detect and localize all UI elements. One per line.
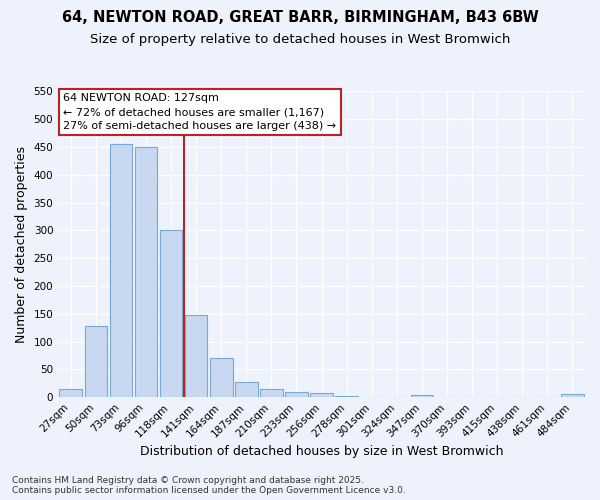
Bar	[210, 358, 233, 397]
Title: 64, NEWTON ROAD, GREAT BARR, BIRMINGHAM, B43 6BW
Size of property relative to de: 64, NEWTON ROAD, GREAT BARR, BIRMINGHAM,…	[0, 499, 1, 500]
Bar	[59, 390, 82, 397]
Bar	[85, 326, 107, 397]
Text: 64, NEWTON ROAD, GREAT BARR, BIRMINGHAM, B43 6BW: 64, NEWTON ROAD, GREAT BARR, BIRMINGHAM,…	[62, 10, 538, 25]
X-axis label: Distribution of detached houses by size in West Bromwich: Distribution of detached houses by size …	[140, 444, 503, 458]
Bar	[410, 395, 433, 397]
Bar	[235, 382, 257, 397]
Y-axis label: Number of detached properties: Number of detached properties	[15, 146, 28, 343]
Text: Size of property relative to detached houses in West Bromwich: Size of property relative to detached ho…	[90, 32, 510, 46]
Bar	[561, 394, 584, 397]
Bar	[160, 230, 182, 397]
Bar	[110, 144, 132, 397]
Bar	[260, 390, 283, 397]
Text: 64 NEWTON ROAD: 127sqm
← 72% of detached houses are smaller (1,167)
27% of semi-: 64 NEWTON ROAD: 127sqm ← 72% of detached…	[64, 93, 337, 131]
Bar	[285, 392, 308, 397]
Text: Contains HM Land Registry data © Crown copyright and database right 2025.
Contai: Contains HM Land Registry data © Crown c…	[12, 476, 406, 495]
Bar	[335, 396, 358, 397]
Bar	[310, 394, 333, 397]
Bar	[134, 147, 157, 397]
Bar	[185, 315, 208, 397]
